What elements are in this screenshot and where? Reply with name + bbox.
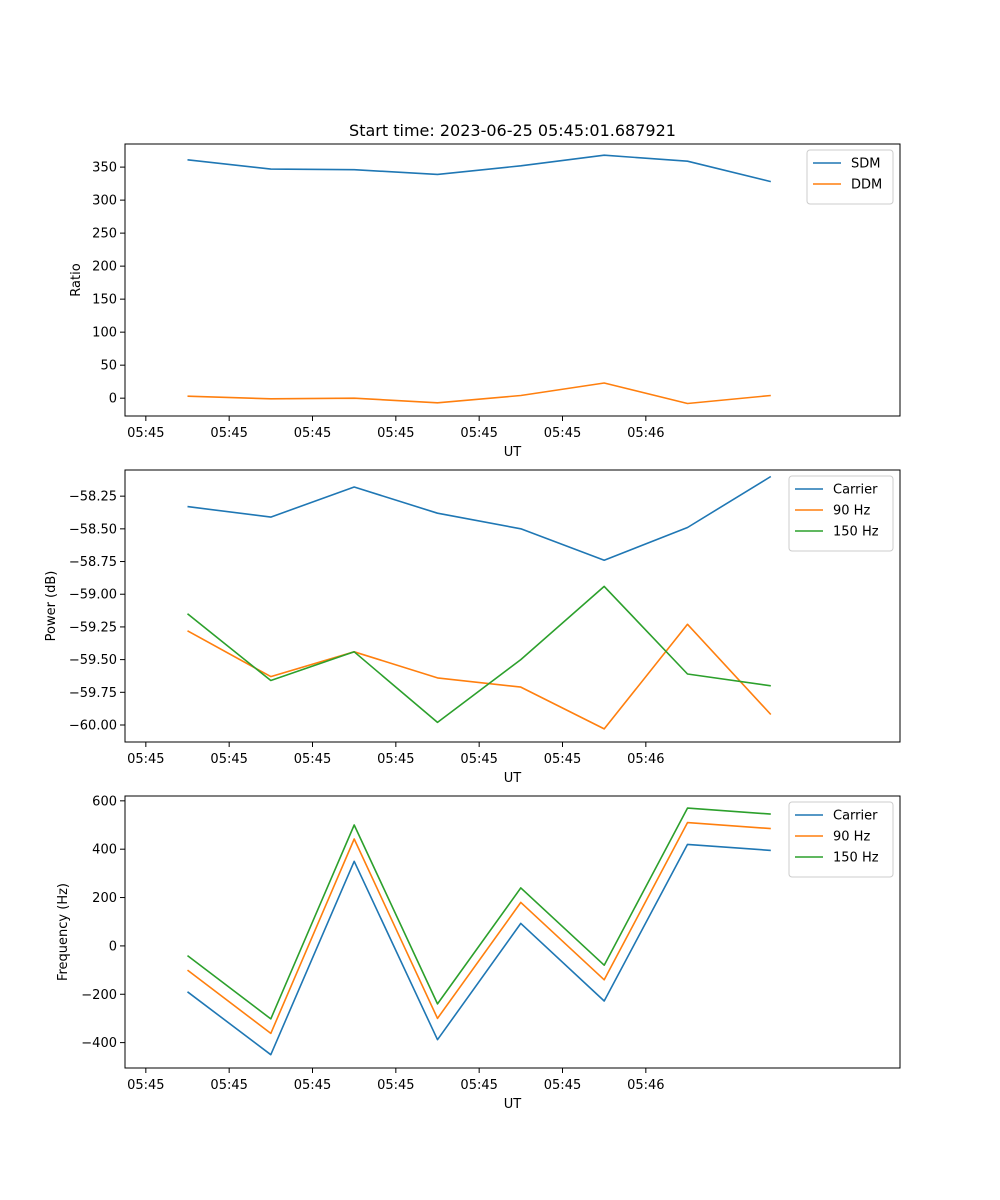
y-tick-label: −60.00 [69,719,117,734]
series-line-2-3 [186,585,771,724]
series-line-3-2 [187,821,771,1035]
x-tick-label: 05:45 [210,426,247,441]
legend-entry: SDM [851,157,880,172]
x-axis-label: UT [504,771,522,786]
y-tick-label: 0 [109,392,117,407]
x-tick-label: 05:45 [460,1078,497,1093]
y-axis-label: Frequency (Hz) [56,883,71,981]
x-tick-label: 05:45 [294,752,331,767]
y-tick-label: 0 [109,939,117,954]
series-line-3-3 [187,807,771,1020]
y-tick-label: −58.75 [69,555,117,570]
y-tick-label: 50 [100,359,117,374]
y-tick-label: 200 [92,891,117,906]
y-tick-label: −58.50 [69,522,117,537]
x-tick-label: 05:45 [127,426,164,441]
y-tick-label: 100 [92,326,117,341]
legend-entry: 150 Hz [833,851,879,866]
legend-entry: 90 Hz [833,504,870,519]
x-tick-label: 05:45 [294,426,331,441]
series-line-2-2 [187,623,772,730]
series-line-1-1 [187,154,771,183]
y-axis-label: Ratio [69,263,84,296]
legend-entry: Carrier [833,809,878,824]
x-tick-label: 05:45 [544,752,581,767]
x-tick-label: 05:45 [127,1078,164,1093]
subplot-3: 05:45 05:45 05:45 05:45 05:45 05:45 05:46 −400 −… [56,794,901,1112]
chart-title: Start time: 2023-06-25 05:45:01.687921 [349,121,676,140]
x-axis-label: UT [504,1097,522,1112]
legend: Carrier 90 Hz 150 Hz [788,801,894,878]
y-tick-label: 300 [92,194,117,209]
legend: Carrier 90 Hz 150 Hz [788,475,894,552]
y-tick-label: 150 [92,293,117,308]
x-tick-label: 05:46 [627,1078,664,1093]
legend-box [788,801,894,878]
x-tick-label: 05:45 [377,1078,414,1093]
x-axis-label: UT [504,445,522,460]
legend-entry: 150 Hz [833,525,879,540]
legend-box [788,475,894,552]
y-tick-label: −59.75 [69,686,117,701]
x-tick-label: 05:45 [544,426,581,441]
subplot-2: 05:45 05:45 05:45 05:45 05:45 05:45 05:46 −60.0… [44,469,901,786]
axes-frame [124,469,901,743]
y-tick-label: 400 [92,843,117,858]
y-tick-label: −59.50 [69,653,117,668]
x-tick-label: 05:45 [460,752,497,767]
series-line-3-1 [187,843,771,1056]
x-tick-label: 05:45 [544,1078,581,1093]
x-tick-label: 05:46 [627,752,664,767]
y-tick-label: −400 [81,1036,117,1051]
x-tick-label: 05:45 [460,426,497,441]
legend: SDM DDM [806,149,894,205]
x-tick-label: 05:45 [127,752,164,767]
x-tick-label: 05:45 [377,752,414,767]
legend-entry: Carrier [833,483,878,498]
subplot-1: 05:45 05:45 05:45 05:45 05:45 05:45 05:46 0 50 10… [69,143,901,460]
y-tick-label: 250 [92,227,117,242]
axes-frame [124,795,901,1069]
y-tick-label: −200 [81,988,117,1003]
y-tick-label: 600 [92,794,117,809]
y-axis-label: Power (dB) [44,571,59,642]
x-tick-label: 05:45 [210,1078,247,1093]
series-line-2-1 [187,475,772,562]
x-tick-label: 05:45 [377,426,414,441]
x-tick-label: 05:46 [627,426,664,441]
series-line-1-2 [187,382,771,405]
y-tick-label: −58.25 [69,490,117,505]
x-tick-label: 05:45 [210,752,247,767]
legend-entry: DDM [851,178,882,193]
y-tick-label: −59.25 [69,620,117,635]
x-tick-label: 05:45 [294,1078,331,1093]
axes-frame [124,143,901,417]
y-tick-label: 200 [92,260,117,275]
legend-entry: 90 Hz [833,830,870,845]
y-tick-label: −59.00 [69,588,117,603]
y-tick-label: 350 [92,161,117,176]
